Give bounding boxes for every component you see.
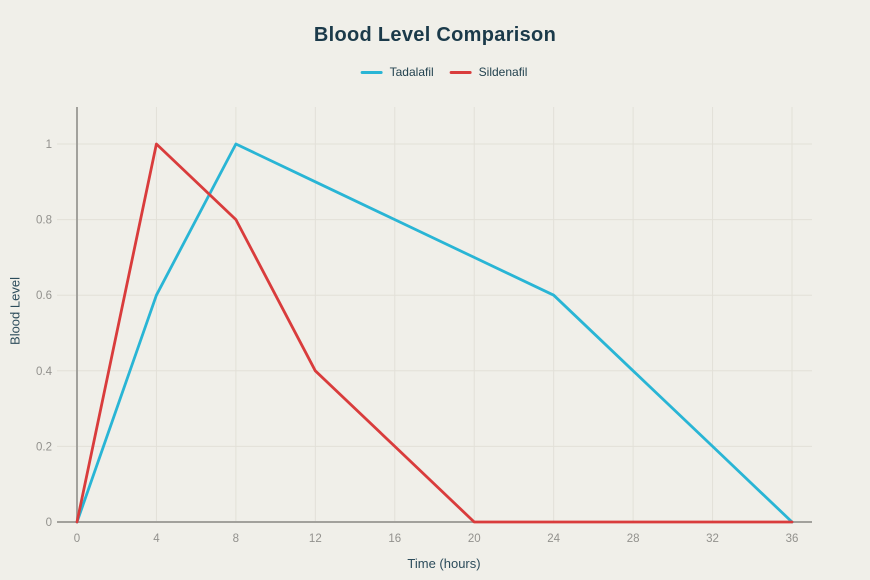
legend-item-sildenafil[interactable]: Sildenafil [449, 65, 528, 79]
legend-swatch-sildenafil [449, 70, 472, 74]
x-tick-label: 28 [627, 533, 640, 545]
legend-swatch-tadalafil [360, 70, 383, 74]
x-tick-label: 0 [74, 533, 80, 545]
y-tick-label: 0.2 [36, 441, 52, 453]
series-line-tadalafil [75, 142, 794, 524]
x-tick-label: 4 [153, 533, 160, 545]
y-tick-label: 0.4 [36, 366, 53, 378]
x-tick-label: 32 [706, 533, 719, 545]
x-tick-label: 36 [786, 533, 799, 545]
y-tick-label: 0 [46, 517, 52, 529]
legend-label-sildenafil: Sildenafil [478, 65, 528, 79]
series-line-sildenafil [75, 142, 794, 524]
x-tick-label: 12 [309, 533, 322, 545]
legend-item-tadalafil[interactable]: Tadalafil [360, 65, 434, 79]
x-tick-label: 8 [233, 533, 239, 545]
x-tick-label: 20 [468, 533, 481, 545]
x-tick-label: 16 [388, 533, 401, 545]
y-tick-label: 0.6 [36, 290, 52, 302]
chart-legend: Tadalafil Sildenafil [360, 65, 528, 79]
legend-label-tadalafil: Tadalafil [389, 65, 434, 79]
chart-title: Blood Level Comparison [313, 24, 557, 46]
x-tick-label: 24 [547, 533, 560, 545]
x-axis-title: Time (hours) [407, 556, 481, 571]
y-axis-title: Blood Level [7, 277, 23, 345]
y-tick-label: 1 [46, 139, 52, 151]
y-tick-label: 0.8 [36, 215, 52, 227]
